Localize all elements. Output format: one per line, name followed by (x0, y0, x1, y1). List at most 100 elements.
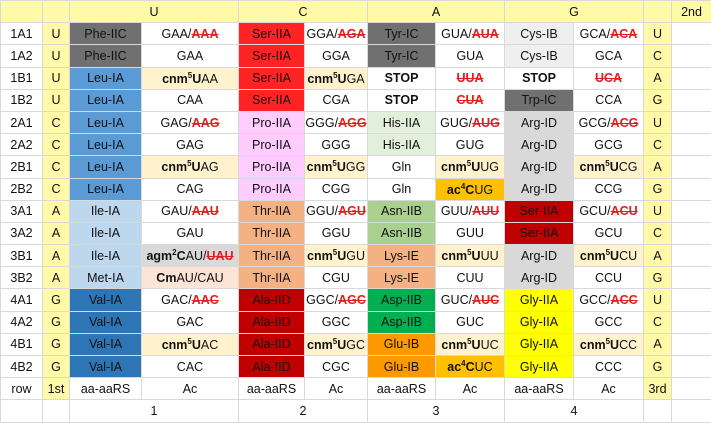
anticodon-cell: GAC (141, 310, 239, 334)
footer-row: row 1st aa-aaRS Ac aa-aaRS Ac aa-aaRS Ac aa-aaRS… (0, 377, 711, 401)
table-row: 1A1 U Phe-IIC GAA/AAA Ser-IIA GGA/AGA Tyr-IC GU… (0, 22, 711, 46)
row-label: row (0, 377, 43, 401)
aminoacid-cell: Pro-IIA (238, 177, 305, 201)
anticodon-cell: cnm5UCC (572, 332, 645, 357)
row-id: 1B1 (0, 66, 43, 90)
anticodon-cell: CUA (435, 88, 505, 112)
table-row: 4A1 G Val-IA GAC/AAC Ala-IID GGC/AGC Asp-IIB GU… (0, 288, 711, 312)
anticodon-cell: GGG/AGG (304, 110, 368, 135)
anticodon-cell: GGA/AGA (304, 22, 368, 46)
table-row: 4A2 G Val-IA GAC Ala-IID GGC Asp-IIB GUC Gly-IIA… (0, 310, 711, 334)
row-id: 4A1 (0, 288, 43, 312)
row-id: 2B1 (0, 155, 43, 179)
aminoacid-cell: Gly-IIA (504, 332, 574, 357)
group-number: 4 (503, 399, 645, 423)
first-base: U (42, 44, 70, 68)
header-row: U C A G 2nd (0, 0, 711, 24)
anticodon-cell: cnm5UUG (435, 155, 505, 179)
third-base: U (643, 199, 673, 223)
aminoacid-cell: Val-IA (69, 310, 142, 334)
anticodon-cell: cnm5UGG (304, 155, 368, 179)
aminoacid-cell: Val-IA (69, 288, 142, 312)
aminoacid-cell: Val-IA (69, 332, 142, 357)
anticodon-cell: CCA (572, 88, 645, 112)
table-row: 4B1 G Val-IA cnm5UAC Ala-IID cnm5UGC Glu-IB cnm… (0, 332, 711, 357)
first-base: U (42, 66, 70, 90)
aminoacid-cell: Cys-IB (504, 44, 574, 68)
aminoacid-cell: Asp-IIB (367, 288, 436, 312)
anticodon-cell: UCA (572, 66, 645, 90)
group-empty-cell (0, 399, 43, 423)
third-base: G (643, 354, 673, 379)
table-row: 2B1 C Leu-IA cnm5UAG Pro-IIA cnm5UGG Gln cnm5UU… (0, 155, 711, 179)
anticodon-cell: GUG (435, 133, 505, 157)
aminoacid-cell: Leu-IA (69, 133, 142, 157)
aminoacid-cell: Ser-IIA (504, 221, 574, 246)
row-end-cell (671, 22, 711, 46)
anticodon-cell: GCU/ACU (572, 199, 645, 223)
row-end-cell (671, 110, 711, 135)
group-number: 2 (238, 399, 368, 423)
table-row: 3A1 A Ile-IA GAU/AAU Thr-IIA GGU/AGU Asn-IIB GU… (0, 199, 711, 223)
row-id: 4B1 (0, 332, 43, 357)
aminoacid-cell: Leu-IA (69, 88, 142, 112)
aminoacid-cell: Asp-IIB (367, 310, 436, 334)
first-base: G (42, 354, 70, 379)
row-id: 2A2 (0, 133, 43, 157)
anticodon-cell: GAG/AAG (141, 110, 239, 135)
aminoacid-cell: Phe-IIC (69, 22, 142, 46)
row-id: 4B2 (0, 354, 43, 379)
row-end-cell (671, 288, 711, 312)
row-end-cell (671, 221, 711, 246)
row-end-cell (671, 155, 711, 179)
table-row: 2A2 C Leu-IA GAG Pro-IIA GGG His-IIA GUG Arg-ID G… (0, 133, 711, 157)
aminoacid-cell: Lys-IE (367, 266, 436, 290)
second-base-u: U (69, 0, 239, 24)
anticodon-cell: GUU (435, 221, 505, 246)
anticodon-cell: GUA (435, 44, 505, 68)
aminoacid-cell: Pro-IIA (238, 133, 305, 157)
aminoacid-cell: Cys-IB (504, 22, 574, 46)
anticodon-cell: GCA (572, 44, 645, 68)
anticodon-cell: GAU (141, 221, 239, 246)
row-end-cell (671, 44, 711, 68)
anticodon-cell: CmAU/CAU (141, 266, 239, 290)
aminoacid-cell: Tyr-IC (367, 22, 436, 46)
anticodon-cell: ac4CUC (435, 354, 505, 379)
aminoacid-cell: Ser-IIA (238, 88, 305, 112)
third-base: A (643, 155, 673, 179)
anticodon-cell: CGG (304, 177, 368, 201)
anticodon-cell: UUA (435, 66, 505, 90)
anticodon-cell: GUC/AUC (435, 288, 505, 312)
table-row: 1B2 U Leu-IA CAA Ser-IIA CGA STOP CUA Trp-IC CCA G (0, 88, 711, 112)
column-type-label: aa-aaRS (69, 377, 142, 401)
row-id: 4A2 (0, 310, 43, 334)
row-id: 1A1 (0, 22, 43, 46)
row-id: 1A2 (0, 44, 43, 68)
row-end-cell (671, 88, 711, 112)
anticodon-cell: GUA/AUA (435, 22, 505, 46)
anticodon-cell: cnm5UGA (304, 66, 368, 90)
anticodon-cell: CCG (572, 177, 645, 201)
aminoacid-cell: Ala-IID (238, 310, 305, 334)
third-label: 3rd (643, 377, 673, 401)
row-end-cell (671, 133, 711, 157)
third-base: A (643, 66, 673, 90)
first-base: A (42, 244, 70, 268)
row-end-cell (671, 310, 711, 334)
first-base: G (42, 332, 70, 357)
first-base: A (42, 221, 70, 246)
aminoacid-cell: Leu-IA (69, 155, 142, 179)
table-row: 3B2 A Met-IA CmAU/CAU Thr-IIA CGU Lys-IE CUU Arg… (0, 266, 711, 290)
aminoacid-cell: STOP (367, 88, 436, 112)
aminoacid-cell: Arg-ID (504, 266, 574, 290)
anticodon-cell: GGU (304, 221, 368, 246)
anticodon-cell: CUU (435, 266, 505, 290)
first-base: C (42, 177, 70, 201)
anticodon-cell: cnm5UGC (304, 332, 368, 357)
anticodon-cell: cnm5UAG (141, 155, 239, 179)
row-end-cell (671, 332, 711, 357)
footer-end-cell (671, 377, 711, 401)
